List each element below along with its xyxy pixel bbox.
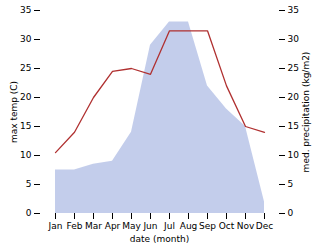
svg-text:date (month): date (month) (130, 234, 189, 244)
svg-text:5: 5 (288, 179, 294, 189)
svg-text:Apr: Apr (105, 221, 121, 231)
svg-text:med. precipitation (kg/m2): med. precipitation (kg/m2) (301, 52, 311, 173)
svg-text:20: 20 (288, 92, 300, 102)
svg-text:15: 15 (288, 121, 299, 131)
svg-text:Jan: Jan (48, 221, 63, 231)
svg-text:Feb: Feb (67, 221, 83, 231)
svg-text:30: 30 (288, 34, 300, 44)
svg-text:25: 25 (288, 63, 299, 73)
svg-text:5: 5 (26, 179, 32, 189)
svg-text:May: May (122, 221, 141, 231)
svg-text:Oct: Oct (219, 221, 235, 231)
svg-text:35: 35 (20, 5, 31, 15)
svg-text:Jun: Jun (142, 221, 157, 231)
svg-text:Dec: Dec (256, 221, 273, 231)
svg-text:25: 25 (20, 63, 31, 73)
svg-text:Sep: Sep (199, 221, 216, 231)
svg-text:15: 15 (20, 121, 31, 131)
svg-text:0: 0 (26, 208, 32, 218)
svg-text:Nov: Nov (237, 221, 255, 231)
svg-text:10: 10 (288, 150, 300, 160)
svg-text:35: 35 (288, 5, 299, 15)
svg-text:20: 20 (20, 92, 32, 102)
svg-text:Aug: Aug (180, 221, 198, 231)
svg-text:max temp (C): max temp (C) (9, 81, 19, 143)
svg-text:30: 30 (20, 34, 32, 44)
svg-text:Mar: Mar (85, 221, 102, 231)
svg-text:Jul: Jul (163, 221, 175, 231)
svg-text:0: 0 (288, 208, 294, 218)
svg-text:10: 10 (20, 150, 32, 160)
